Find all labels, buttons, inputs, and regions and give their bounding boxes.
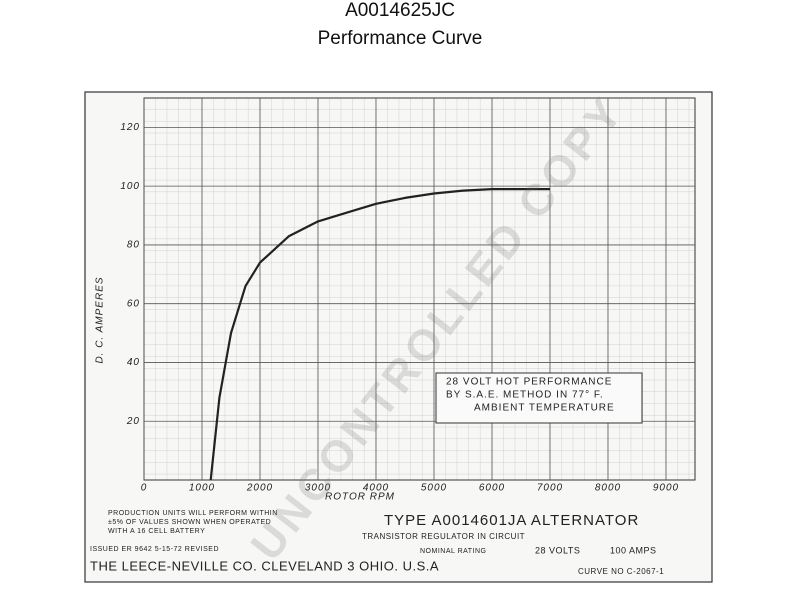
x-tick-label: 5000 xyxy=(421,483,447,494)
y-tick-label: 100 xyxy=(120,181,140,192)
note-line: ±5% OF VALUES SHOWN WHEN OPERATED xyxy=(108,519,271,526)
x-tick-label: 7000 xyxy=(537,483,563,494)
x-tick-label: 0 xyxy=(141,483,148,494)
y-tick-label: 20 xyxy=(126,416,140,427)
x-tick-label: 4000 xyxy=(363,483,389,494)
y-tick-label: 120 xyxy=(120,122,140,133)
x-axis-label: ROTOR RPM xyxy=(325,492,395,503)
annotation-line: 28 VOLT HOT PERFORMANCE xyxy=(446,377,612,388)
model: TYPE A0014601JA ALTERNATOR xyxy=(384,512,639,529)
maker: THE LEECE-NEVILLE CO. CLEVELAND 3 OHIO. … xyxy=(90,558,439,573)
x-tick-label: 2000 xyxy=(246,483,273,494)
regulator: TRANSISTOR REGULATOR IN CIRCUIT xyxy=(362,532,525,541)
x-tick-label: 1000 xyxy=(189,483,215,494)
note-line: WITH A 16 CELL BATTERY xyxy=(108,528,205,535)
x-tick-label: 9000 xyxy=(653,483,679,494)
rating-label: NOMINAL RATING xyxy=(420,548,487,555)
annotation: 28 VOLT HOT PERFORMANCE BY S.A.E. METHOD … xyxy=(446,377,615,414)
chart-subtitle: Performance Curve xyxy=(318,28,483,49)
curve-number: CURVE NO C-2067-1 xyxy=(578,567,664,576)
annotation-line: AMBIENT TEMPERATURE xyxy=(474,403,615,414)
curve xyxy=(209,188,550,481)
x-tick-label: 6000 xyxy=(479,483,505,494)
production-note: PRODUCTION UNITS WILL PERFORM WITHIN ±5% … xyxy=(108,510,278,535)
rating-amps: 100 AMPS xyxy=(610,545,657,555)
chart-title: A0014625JC xyxy=(345,0,455,21)
y-tick-label: 80 xyxy=(127,240,140,251)
rating-volts: 28 VOLTS xyxy=(535,545,580,555)
note-line: PRODUCTION UNITS WILL PERFORM WITHIN xyxy=(108,510,278,517)
annotation-line: BY S.A.E. METHOD IN 77° F. xyxy=(446,390,604,401)
annotation-box xyxy=(435,372,643,424)
x-tick-label: 3000 xyxy=(305,483,331,494)
x-tick-label: 8000 xyxy=(595,483,621,494)
y-tick-label: 60 xyxy=(127,298,140,309)
y-axis-label: D. C. AMPERES xyxy=(95,276,106,363)
y-tick-label: 40 xyxy=(127,357,140,368)
issued: ISSUED ER 9642 5-15-72 REVISED xyxy=(90,546,219,553)
